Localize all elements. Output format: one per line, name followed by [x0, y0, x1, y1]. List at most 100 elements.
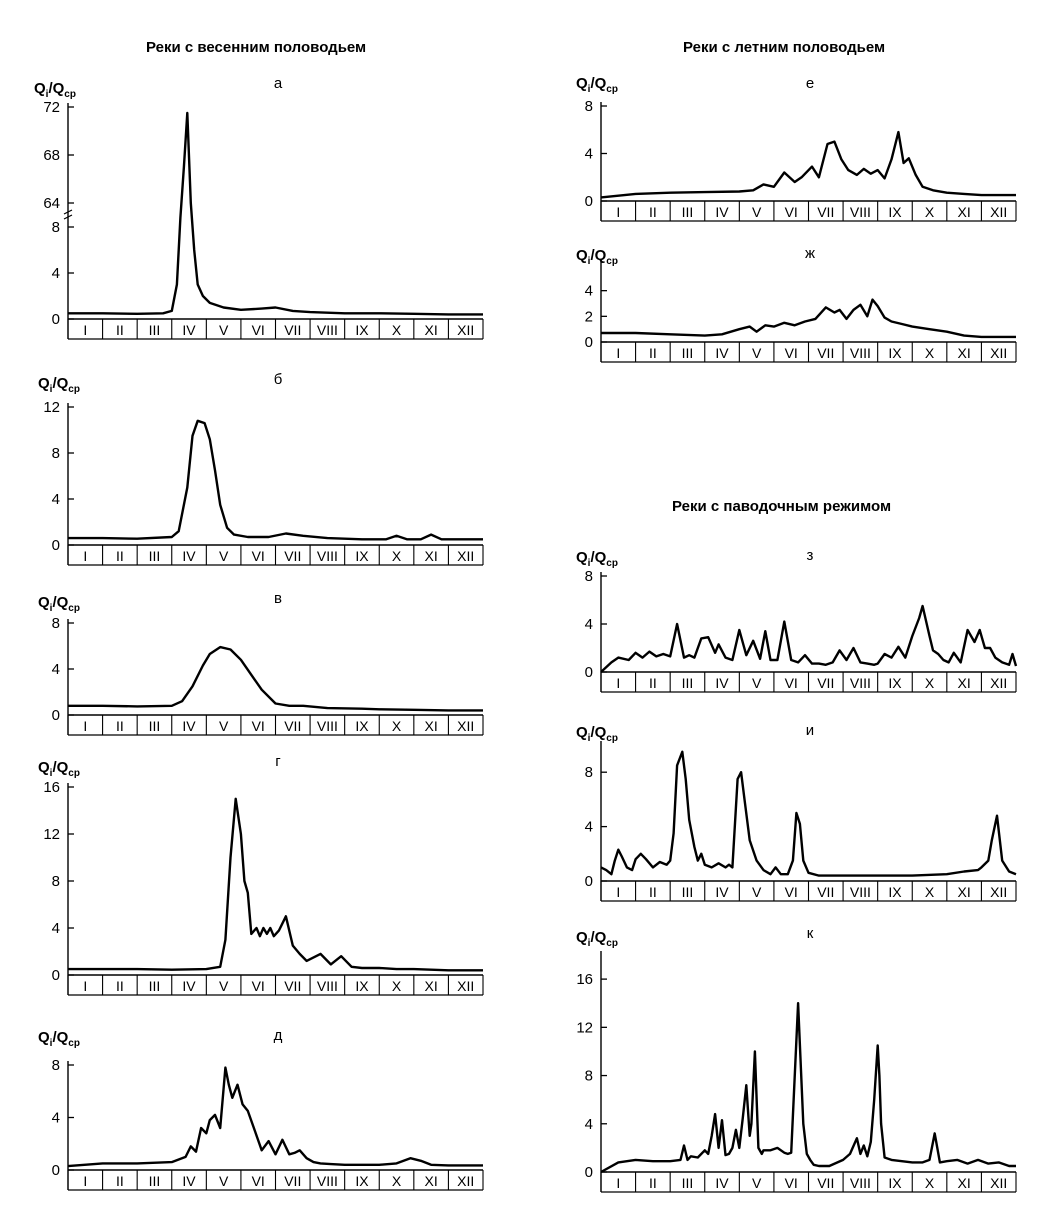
month-label: II	[649, 1175, 657, 1191]
y-tick-label: 0	[52, 311, 60, 328]
month-label: VIII	[317, 1173, 338, 1189]
y-tick-label: 0	[52, 967, 60, 984]
month-label: V	[219, 718, 229, 734]
month-label: II	[116, 548, 124, 564]
month-label: X	[392, 718, 402, 734]
panel-title: б	[274, 371, 283, 388]
month-label: VI	[785, 675, 798, 691]
month-label: XII	[457, 548, 474, 564]
month-label: V	[219, 1173, 229, 1189]
month-label: IV	[715, 884, 729, 900]
month-label: IV	[182, 1173, 196, 1189]
month-label: I	[616, 204, 620, 220]
month-label: X	[392, 322, 402, 338]
month-label: I	[83, 1173, 87, 1189]
month-label: III	[682, 345, 694, 361]
y-tick-label: 0	[585, 193, 593, 210]
month-label: III	[682, 204, 694, 220]
month-label: X	[925, 1175, 935, 1191]
month-label: XII	[990, 204, 1007, 220]
month-label: XI	[958, 675, 971, 691]
y-tick-label: 8	[585, 1068, 593, 1085]
panel-title: з	[807, 547, 814, 564]
month-label: XII	[457, 718, 474, 734]
month-label: IX	[355, 548, 369, 564]
month-label: II	[649, 675, 657, 691]
month-label: VIII	[317, 978, 338, 994]
month-label: X	[925, 345, 935, 361]
series-line	[68, 797, 483, 972]
month-label: IX	[888, 884, 902, 900]
y-tick-label: 0	[585, 334, 593, 351]
month-label: XII	[457, 1173, 474, 1189]
panel-title: в	[274, 590, 282, 607]
month-label: IX	[888, 345, 902, 361]
month-label: VI	[785, 884, 798, 900]
heading-summer-flood: Реки с летним половодьем	[683, 39, 886, 56]
month-label: VII	[817, 884, 834, 900]
y-tick-label: 4	[52, 920, 60, 937]
month-label: VI	[785, 1175, 798, 1191]
month-label: VI	[252, 1173, 265, 1189]
month-label: X	[392, 1173, 402, 1189]
month-label: VII	[284, 978, 301, 994]
y-tick-label: 68	[43, 147, 60, 164]
month-label: VIII	[317, 718, 338, 734]
y-tick-label: 0	[52, 707, 60, 724]
y-axis-label: Qi/Qср	[576, 75, 618, 95]
month-label: IV	[182, 548, 196, 564]
month-label: IX	[355, 978, 369, 994]
month-label: I	[83, 548, 87, 564]
y-tick-label: 4	[585, 283, 593, 300]
month-label: IX	[888, 675, 902, 691]
month-label: I	[83, 718, 87, 734]
month-label: X	[925, 204, 935, 220]
y-axis-label: Qi/Qср	[576, 247, 618, 267]
month-label: V	[752, 884, 762, 900]
y-tick-label: 8	[52, 873, 60, 890]
heading-spring-flood: Реки с весенним половодьем	[146, 39, 367, 56]
month-label: VI	[252, 548, 265, 564]
month-label: XII	[990, 345, 1007, 361]
month-label: XII	[457, 322, 474, 338]
month-label: V	[219, 978, 229, 994]
y-tick-label: 4	[585, 146, 593, 163]
series-line	[68, 419, 483, 541]
month-label: I	[616, 345, 620, 361]
month-label: VI	[252, 718, 265, 734]
month-label: VIII	[317, 548, 338, 564]
y-tick-label: 16	[43, 779, 60, 796]
y-axis-label: Qi/Qср	[576, 724, 618, 744]
series-line	[600, 604, 1018, 673]
month-label: X	[925, 675, 935, 691]
month-label: III	[149, 978, 161, 994]
month-label: VIII	[850, 884, 871, 900]
month-label: IV	[182, 978, 196, 994]
month-label: VIII	[317, 322, 338, 338]
month-label: II	[116, 1173, 124, 1189]
month-label: II	[116, 718, 124, 734]
month-label: III	[149, 1173, 161, 1189]
series-line	[67, 1066, 483, 1168]
month-label: XII	[457, 978, 474, 994]
month-label: III	[149, 548, 161, 564]
month-label: IV	[715, 675, 729, 691]
y-tick-label: 4	[52, 661, 60, 678]
y-tick-label: 2	[585, 308, 593, 325]
y-axis-label: Qi/Qср	[38, 759, 80, 779]
y-tick-label: 4	[52, 1110, 60, 1127]
y-tick-label: 8	[52, 1057, 60, 1074]
month-label: XI	[958, 204, 971, 220]
heading-freshet-regime: Реки с паводочным режимом	[672, 498, 892, 515]
y-tick-label: 0	[585, 1164, 593, 1181]
month-label: V	[752, 204, 762, 220]
month-label: VII	[284, 548, 301, 564]
month-label: IV	[715, 345, 729, 361]
month-label: IX	[355, 322, 369, 338]
y-tick-label: 4	[52, 265, 60, 282]
month-label: XI	[425, 1173, 438, 1189]
month-label: V	[752, 675, 762, 691]
series-line	[68, 645, 483, 712]
